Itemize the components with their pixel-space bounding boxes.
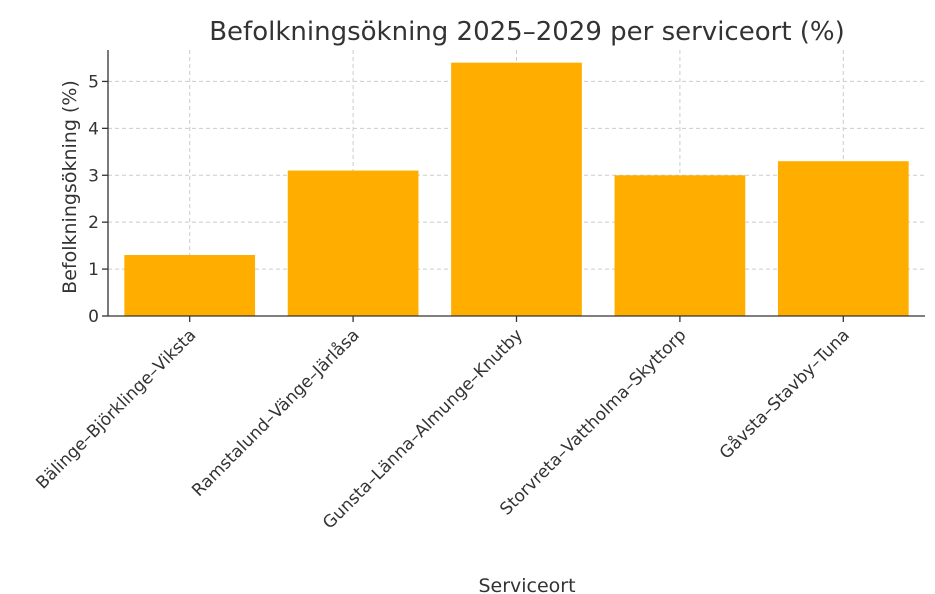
bar	[287, 170, 419, 316]
x-tick-label: Ramstalund–Vänge–Järlåsa	[188, 325, 364, 501]
bar	[614, 175, 746, 316]
x-tick-label: Gåvsta–Stavby–Tuna	[715, 325, 854, 464]
y-axis-label: Befolkningsökning (%)	[59, 80, 81, 294]
x-tick-label: Gunsta–Länna–Almunge–Knutby	[319, 325, 527, 533]
bars	[124, 62, 909, 316]
bar	[777, 161, 909, 316]
bar	[124, 255, 256, 316]
y-tick-label: 2	[88, 213, 99, 233]
y-tick-label: 1	[88, 260, 99, 280]
y-tick-label: 3	[88, 166, 99, 186]
y-tick-label: 0	[88, 307, 99, 327]
x-tick-label: Storvreta–Vattholma–Skyttorp	[496, 325, 690, 519]
x-axis-label: Serviceort	[478, 575, 575, 594]
bar	[451, 62, 582, 316]
y-tick-label: 5	[88, 72, 99, 92]
y-tick-label: 4	[88, 119, 99, 139]
chart-title: Befolkningsökning 2025–2029 per serviceo…	[209, 17, 845, 47]
x-tick-label: Bälinge–Björklinge–Viksta	[32, 325, 200, 493]
